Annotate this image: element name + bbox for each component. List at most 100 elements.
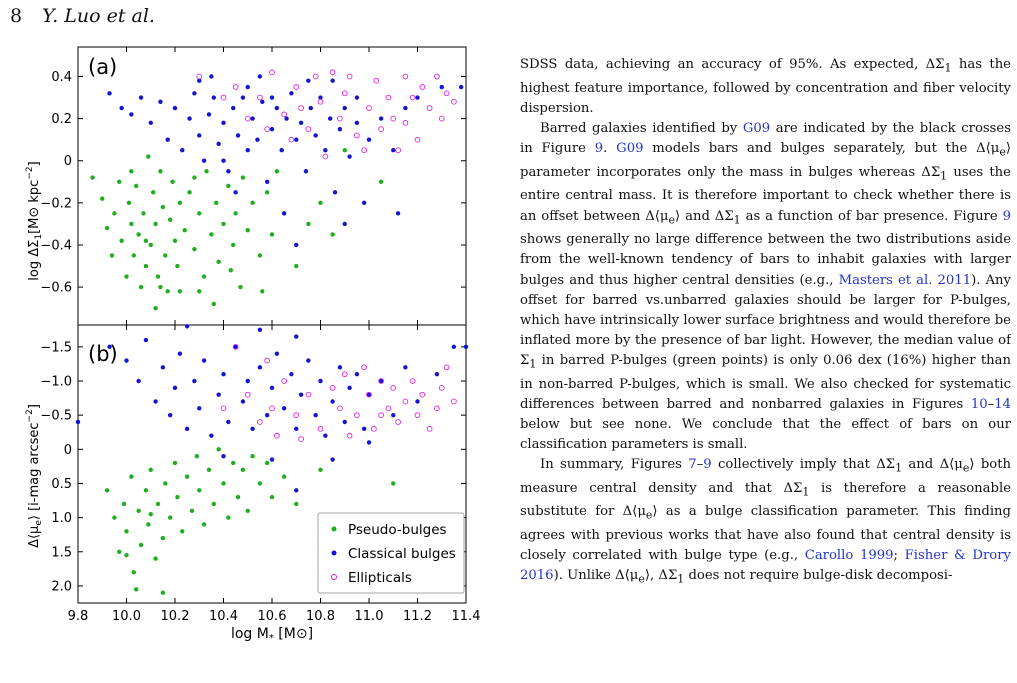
citation-link[interactable]: G09 [616, 141, 644, 157]
classical-bulge-point [289, 371, 294, 377]
classical-bulge-point [226, 169, 231, 174]
classical-bulge-point [240, 95, 246, 100]
subscript: 1 [895, 461, 903, 475]
classical-bulge-point [361, 200, 367, 206]
subscript: e [668, 213, 676, 227]
elliptical-point [274, 432, 280, 439]
pseudo-bulge-point [201, 274, 207, 279]
legend-pseudo-label: Pseudo-bulges [348, 522, 447, 538]
elliptical-point [257, 94, 263, 101]
classical-bulge-point [197, 78, 202, 83]
classical-bulge-point [415, 399, 420, 404]
pseudo-bulge-point [240, 175, 246, 180]
points-layer [75, 69, 469, 595]
elliptical-point [298, 436, 304, 442]
citation-link[interactable]: 9 [703, 456, 712, 472]
classical-bulge-point [158, 99, 163, 104]
pseudo-bulge-point [131, 253, 136, 258]
classical-bulge-point [269, 385, 275, 391]
classical-bulge-point [172, 105, 178, 111]
classical-bulge-point [434, 371, 440, 377]
text-run: – [696, 456, 704, 472]
classical-bulge-point [403, 365, 408, 370]
pseudo-bulge-point [209, 232, 214, 237]
text-run: below but see none. We conclude that the… [520, 416, 1011, 452]
x-tick-label: 10.8 [306, 609, 335, 624]
classical-bulge-point [274, 351, 280, 356]
classical-bulge-point [221, 453, 226, 459]
subscript: 1 [802, 485, 810, 499]
x-tick-label: 10.4 [209, 609, 238, 624]
legend-box [317, 512, 465, 594]
pseudo-bulge-point [148, 242, 153, 248]
classical-bulge-point [294, 137, 299, 142]
x-tick-label: 10.2 [161, 609, 190, 624]
pseudo-bulge-point [330, 232, 335, 237]
elliptical-point [337, 405, 343, 412]
text-run: ⟩ parameter incorporates only the mass i… [520, 141, 1011, 180]
citation-link[interactable]: 9 [1002, 208, 1011, 224]
pseudo-bulge-point [100, 196, 105, 201]
citation-link[interactable]: 9 [594, 141, 604, 157]
citation-link[interactable]: Carollo 1999 [804, 548, 894, 564]
running-head-authors: Y. Luo et al. [42, 5, 155, 27]
citation-link[interactable]: G09 [742, 120, 771, 136]
pseudo-bulge-point [150, 190, 156, 195]
classical-bulge-point [269, 126, 275, 132]
pseudo-bulge-point [260, 289, 265, 294]
classical-bulge-point [216, 141, 221, 147]
elliptical-point [293, 84, 300, 90]
pseudo-bulge-point [342, 147, 347, 153]
panel-a-ytick-label: 0.4 [51, 70, 72, 85]
citation-link[interactable]: 14 [994, 396, 1011, 412]
subscript: e [999, 145, 1006, 159]
elliptical-point [232, 84, 239, 90]
citation-link[interactable]: Masters et al. 2011 [838, 272, 972, 288]
panel-a-ytick-label: −0.2 [40, 196, 72, 211]
text-run: ⟩ and ΔΣ [675, 208, 734, 224]
elliptical-point [329, 69, 336, 76]
classical-bulge-point [226, 419, 231, 425]
elliptical-point [337, 115, 343, 122]
pseudo-bulge-point [250, 453, 255, 459]
elliptical-point [220, 94, 227, 101]
classical-bulge-point [172, 385, 178, 391]
elliptical-point [281, 111, 287, 118]
pseudo-bulge-point [226, 515, 231, 520]
subscript: e [645, 509, 653, 523]
classical-bulge-point [458, 84, 464, 90]
classical-bulge-point [337, 365, 343, 370]
classical-bulge-point [209, 433, 214, 438]
citation-link[interactable]: 7 [688, 456, 697, 472]
classical-bulge-point [294, 334, 299, 339]
classical-bulge-point [281, 406, 287, 411]
classical-bulge-point [391, 412, 396, 418]
pseudo-bulge-point [104, 225, 110, 231]
elliptical-point [438, 384, 445, 391]
elliptical-point [378, 126, 384, 132]
elliptical-point [443, 364, 450, 371]
pseudo-bulge-point [153, 305, 158, 311]
classical-bulge-point [294, 242, 299, 248]
classical-bulge-point [294, 426, 299, 432]
pseudo-bulge-point [391, 481, 396, 486]
x-tick-label: 11.0 [355, 609, 384, 624]
panel-a-ytick-label: 0 [64, 154, 72, 169]
text-run: models bars and bulges separately, but t… [643, 141, 1000, 157]
elliptical-point [390, 384, 397, 391]
elliptical-point [257, 419, 263, 425]
citation-link[interactable]: 10 [970, 396, 988, 412]
classical-bulge-point [245, 378, 250, 384]
classical-bulge-point [233, 190, 238, 195]
classical-bulge-point [439, 84, 444, 90]
subscript: e [638, 573, 645, 587]
pseudo-bulge-point [264, 460, 270, 466]
citation-link[interactable]: Fisher & Drory 2016 [520, 548, 1011, 584]
pseudo-bulge-point [294, 501, 299, 507]
pseudo-bulge-point [197, 289, 202, 294]
elliptical-point [438, 115, 445, 122]
elliptical-point [305, 126, 312, 132]
classical-bulge-point [281, 211, 287, 216]
elliptical-point [281, 378, 287, 384]
panel-b-ytick-label: 1.0 [51, 511, 72, 526]
